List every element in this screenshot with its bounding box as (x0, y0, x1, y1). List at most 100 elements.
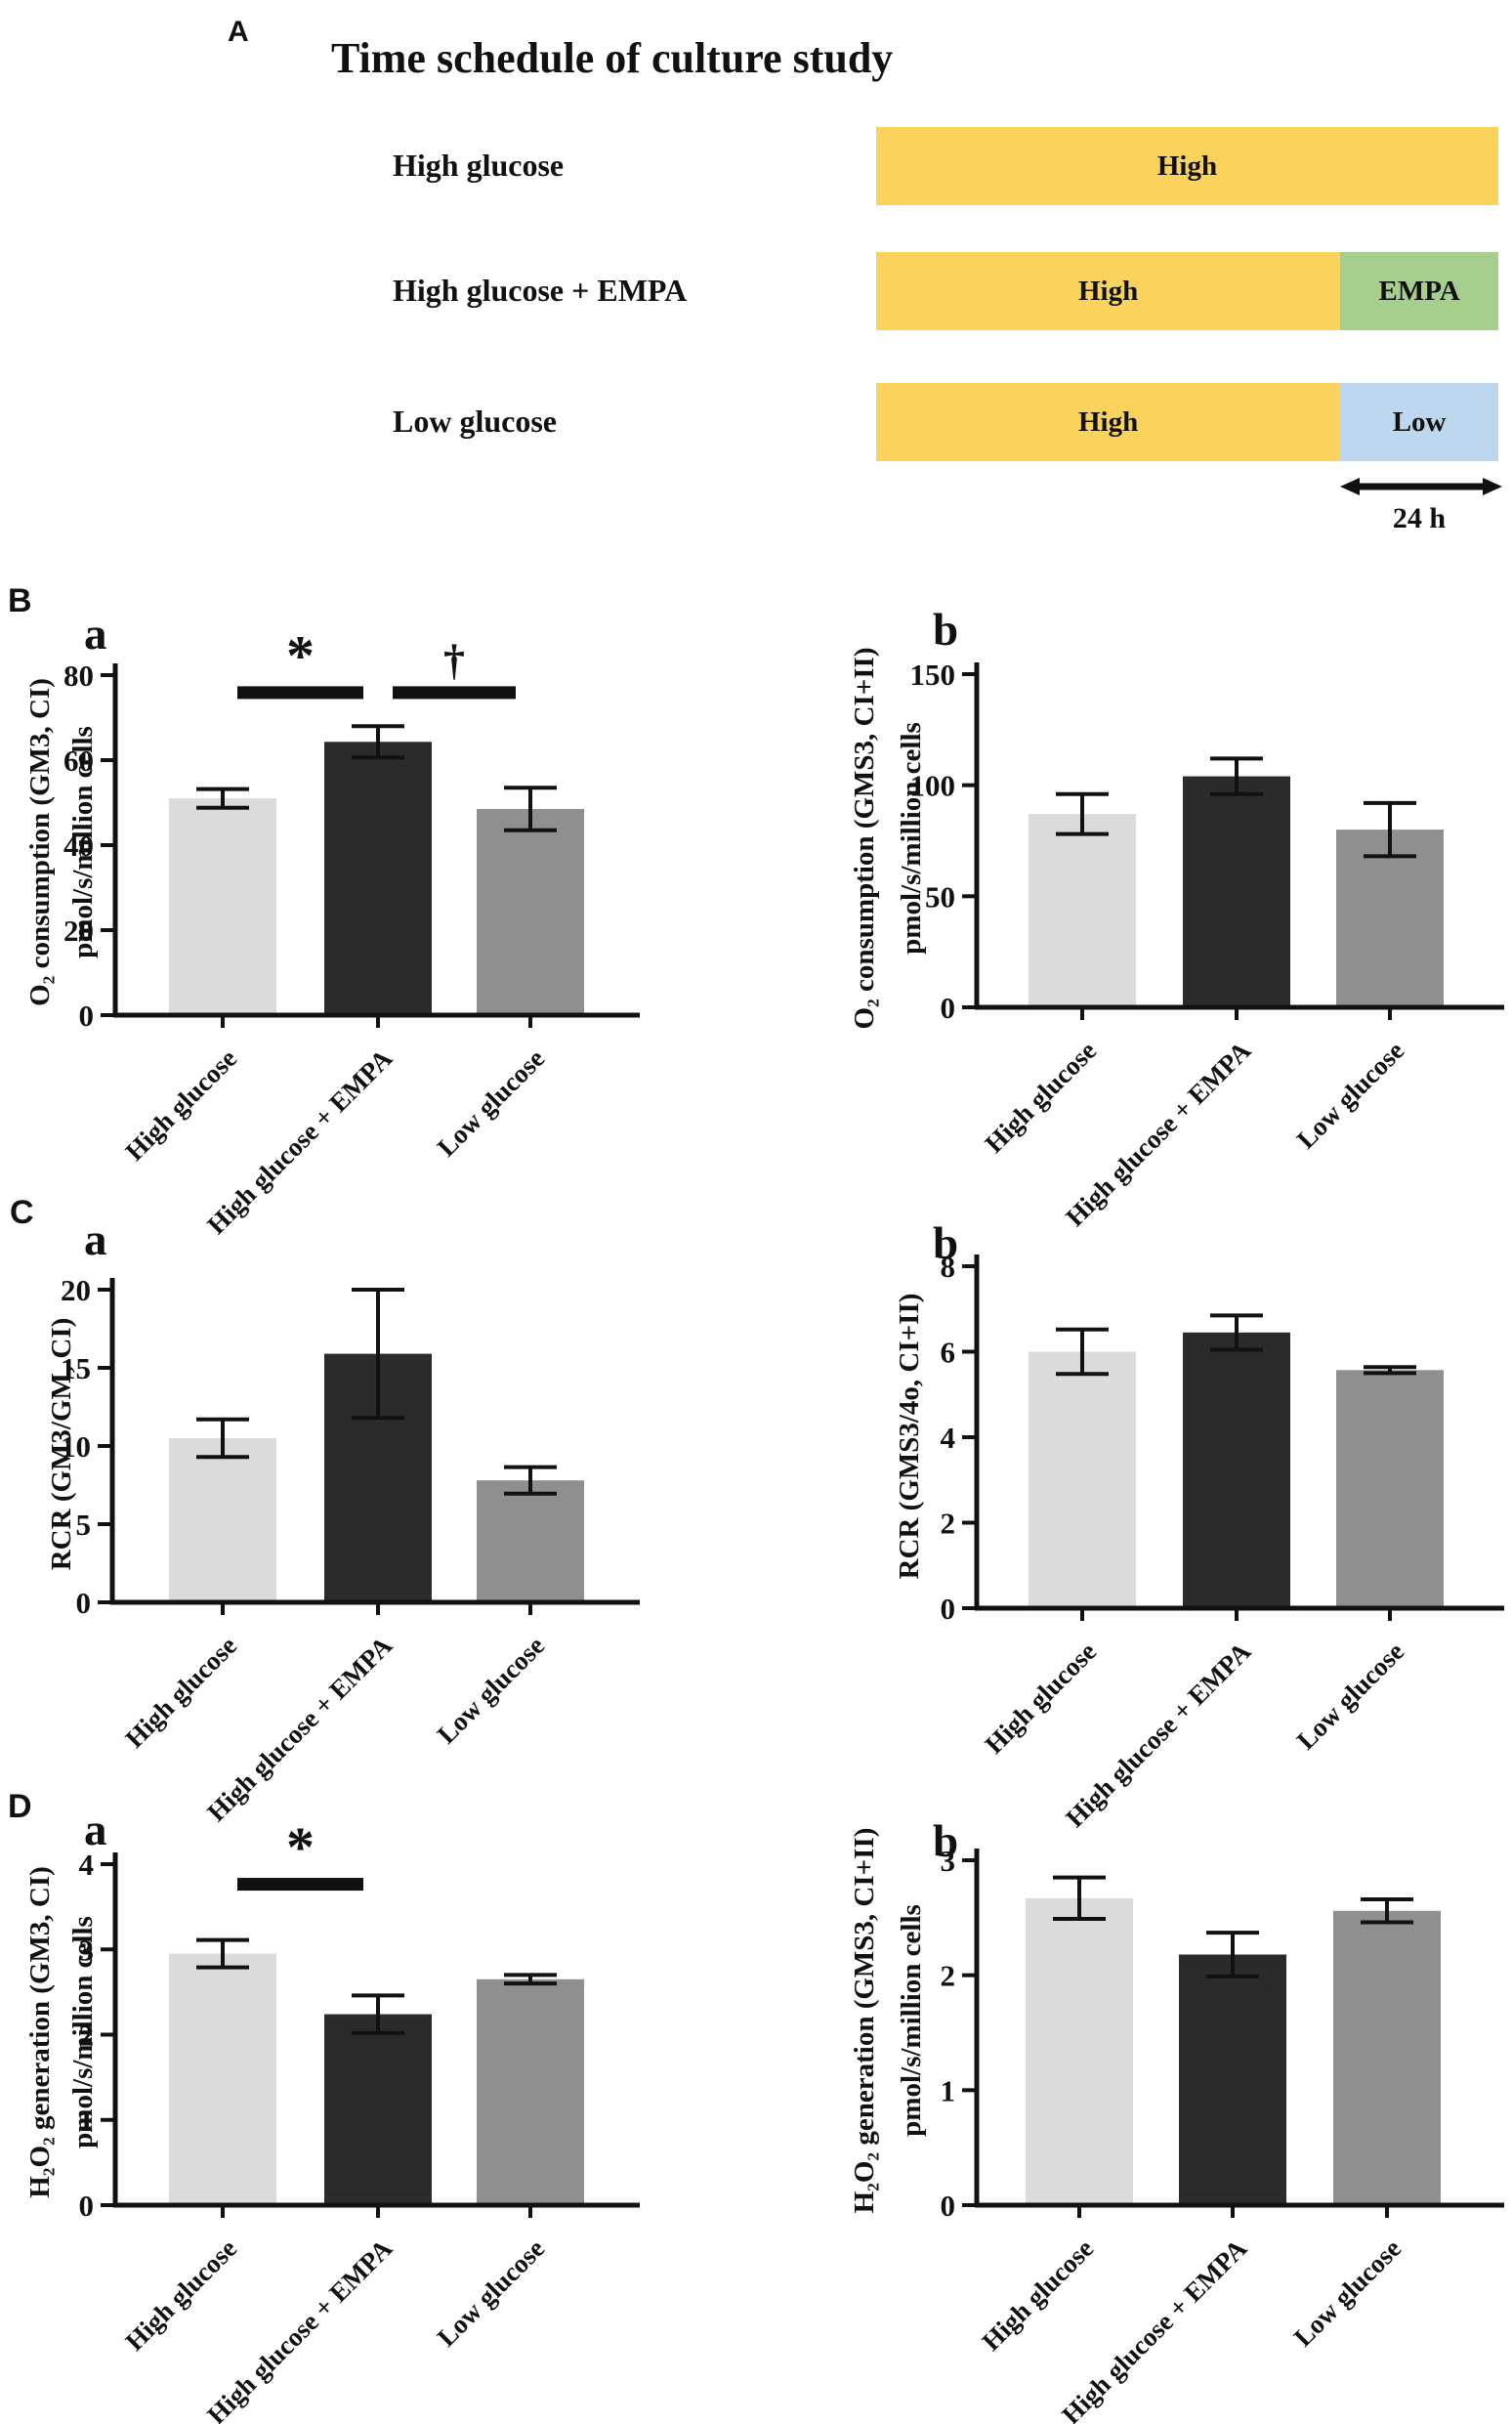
bar (1336, 829, 1444, 1007)
y-axis-title-line: pmol/s/million cells (896, 722, 927, 955)
timeline-bar: High Low (876, 383, 1498, 461)
y-axis-title: O₂ consumption (GMS3, CI+II) pmol/s/milli… (849, 648, 927, 1030)
duration-arrow (1340, 478, 1502, 495)
chart-letter: b (933, 1218, 958, 1269)
bar (477, 1978, 584, 2205)
y-tick-label: 100 (910, 769, 956, 803)
bar (1183, 1332, 1290, 1608)
y-tick-label: 2 (941, 1959, 956, 1993)
bar (169, 1438, 276, 1602)
y-tick-label: 2 (79, 2019, 95, 2053)
y-tick-label: 0 (941, 1592, 956, 1626)
y-tick-label: 1 (941, 2073, 956, 2107)
y-axis-title-line: pmol/s/million cells (67, 726, 99, 958)
timeline-segment-high: High (876, 127, 1498, 205)
significance-bar (237, 1878, 363, 1892)
y-tick-label: 15 (61, 1351, 91, 1385)
bar (169, 1953, 276, 2205)
y-axis-title-line: O₂ consumption (GM3, CI) (24, 678, 56, 1006)
y-tick-label: 1 (79, 2104, 95, 2138)
bar (324, 2014, 432, 2205)
panel-a-title: Time schedule of culture study (331, 34, 894, 82)
error-bar (1364, 1365, 1416, 1376)
significance-label: * (286, 623, 315, 687)
bar (477, 809, 584, 1015)
bar (1333, 1910, 1441, 2205)
y-axis-title-line: O₂ consumption (GMS3, CI+II) (849, 648, 880, 1030)
x-axis-label: Low glucose (1291, 1637, 1409, 1755)
condition-label: High glucose + EMPA (393, 273, 688, 308)
timeline-segment-empa: EMPA (1340, 252, 1498, 330)
error-bar (1056, 1327, 1109, 1377)
y-axis-title-line: H₂O₂ generation (GMS3, CI+II) (849, 1828, 880, 2214)
error-bar (196, 787, 249, 810)
error-bar (1053, 1875, 1106, 1922)
error-bar (196, 1937, 249, 1970)
y-axis-title-line: pmol/s/million cells (67, 1916, 99, 2148)
significance-bar (393, 686, 516, 700)
bar (1029, 1351, 1136, 1608)
y-tick-label: 0 (941, 991, 956, 1025)
y-tick-label: 20 (63, 914, 94, 948)
chart-letter: b (933, 605, 958, 656)
significance-label: * (286, 1815, 315, 1879)
timeline-segment-high: High (876, 252, 1341, 330)
x-axis-label: Low glucose (432, 1043, 550, 1162)
y-tick-label: 0 (79, 2189, 95, 2223)
bar (324, 742, 432, 1015)
condition-label: Low glucose (393, 404, 557, 439)
y-tick-label: 6 (941, 1336, 956, 1370)
y-tick-label: 8 (941, 1250, 956, 1284)
timeline-bar: High EMPA (876, 252, 1498, 330)
panel-c-letter: C (10, 1194, 34, 1231)
y-tick-label: 20 (61, 1273, 91, 1307)
timeline-bar: High (876, 127, 1498, 205)
y-axis-title: RCR (GM3/GM, CI) (46, 1318, 77, 1571)
y-tick-label: 3 (941, 1844, 956, 1878)
condition-label: High glucose (393, 148, 565, 183)
bar (1183, 776, 1290, 1007)
y-tick-label: 80 (63, 659, 94, 693)
error-bar (1361, 1897, 1413, 1925)
error-bar (1364, 800, 1416, 859)
panel-a-letter: A (228, 16, 249, 48)
chart-letter: b (933, 1816, 958, 1867)
bar (1029, 814, 1136, 1007)
y-axis-title-line: RCR (GM3/GM, CI) (46, 1318, 77, 1571)
error-bar (1056, 791, 1109, 836)
error-bar (352, 1288, 404, 1421)
panel-b-letter: B (8, 582, 32, 619)
y-tick-label: 60 (63, 744, 94, 778)
y-tick-label: 0 (79, 999, 95, 1033)
significance-bar (237, 686, 363, 700)
error-bar (504, 1465, 557, 1496)
bar (477, 1480, 584, 1602)
y-axis-title: O₂ consumption (GM3, CI) pmol/s/million c… (24, 678, 99, 1006)
x-axis-label: High glucose (977, 2233, 1100, 2357)
duration-label: 24 h (1392, 502, 1447, 534)
error-bar (352, 724, 404, 760)
error-bar (504, 786, 557, 832)
error-bar (1210, 1313, 1263, 1352)
x-axis-label: High glucose (120, 1043, 243, 1167)
x-axis-label: High glucose (980, 1036, 1103, 1159)
y-axis-title-line: H₂O₂ generation (GM3, CI) (24, 1866, 56, 2198)
bar (169, 798, 276, 1015)
x-axis-label: Low glucose (1291, 1036, 1409, 1154)
chart-letter: a (84, 1214, 107, 1265)
y-tick-label: 2 (941, 1507, 956, 1541)
significance-label: † (443, 636, 465, 684)
x-axis-label: High glucose (120, 2233, 243, 2357)
x-axis-label: Low glucose (1288, 2233, 1407, 2352)
x-axis-label: High glucose (980, 1637, 1103, 1760)
timeline-segment-high: High (876, 383, 1341, 461)
error-bar (196, 1417, 249, 1460)
error-bar (1206, 1931, 1259, 1978)
x-axis-label: Low glucose (432, 2233, 550, 2352)
